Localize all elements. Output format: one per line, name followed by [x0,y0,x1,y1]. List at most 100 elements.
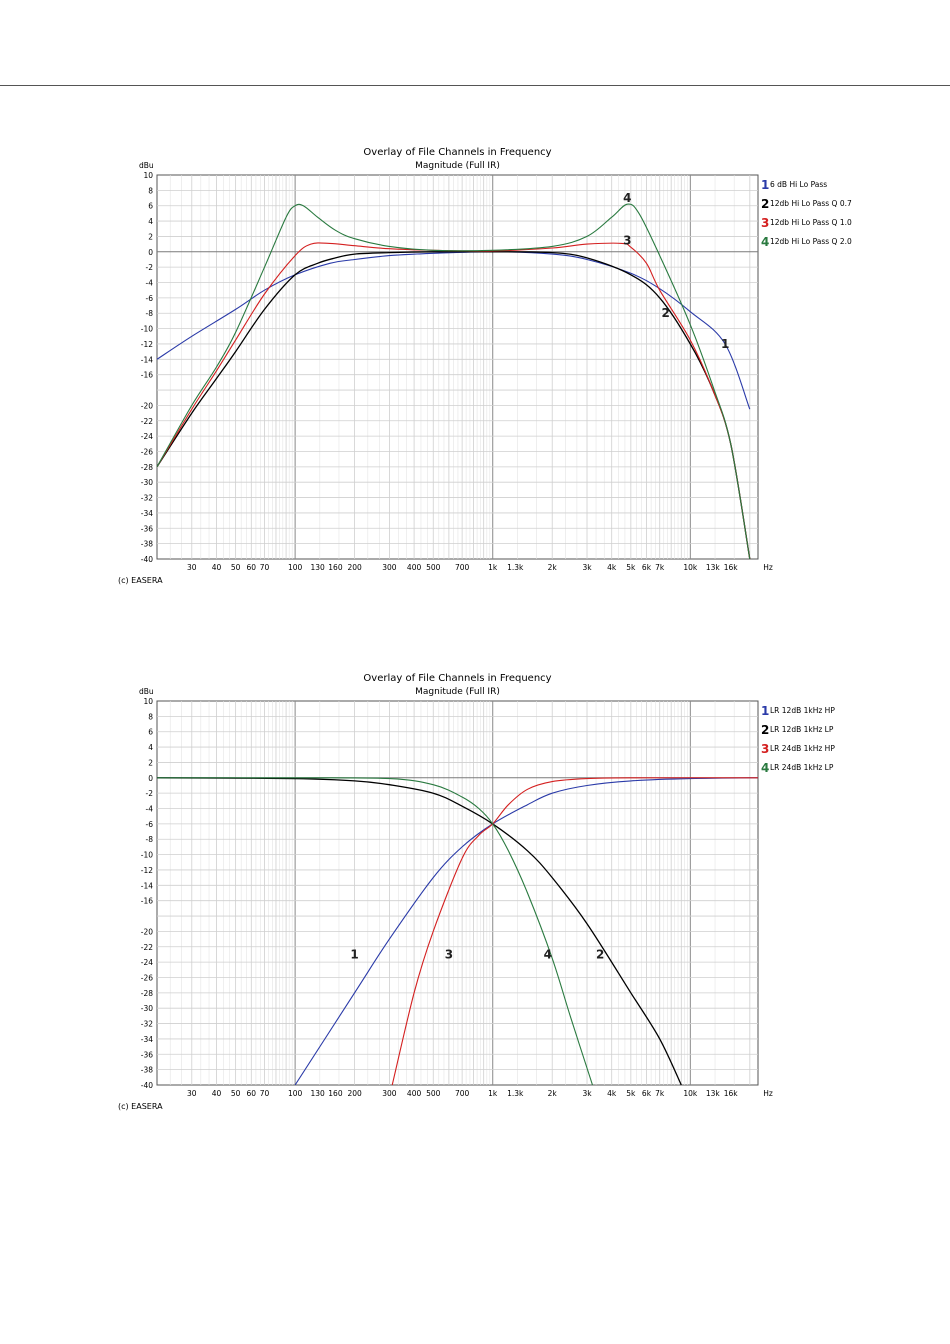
x-tick-label: 2k [548,563,558,572]
page-top-rule [0,85,950,86]
x-tick-label: 160 [328,563,343,572]
copyright-label-1: (c) EASERA [118,576,163,585]
legend: 1 LR 12dB 1kHz HP2 LR 12dB 1kHz LP3 LR 24dB… [761,704,835,775]
x-tick-label: 100 [288,1089,303,1098]
y-tick-label: -6 [146,294,154,303]
x-tick-label: 500 [426,563,441,572]
legend-number-3: 3 [761,742,769,756]
y-tick-label: -30 [141,478,153,487]
y-tick-label: 0 [148,774,153,783]
y-tick-label: 4 [148,217,153,226]
x-tick-label: 60 [247,563,257,572]
y-tick-label: -8 [146,835,154,844]
y-tick-label: -22 [141,943,153,952]
frequency-overlay-chart-2: Overlay of File Channels in Frequency Mag… [139,673,835,1098]
y-tick-label: -32 [141,1020,153,1029]
chart-title: Overlay of File Channels in Frequency [363,673,551,684]
y-tick-label: -40 [141,1081,153,1090]
y-tick-label: -26 [141,447,153,456]
x-tick-label: 700 [455,563,470,572]
y-tick-label: -32 [141,494,153,503]
series-group [157,777,758,1085]
y-tick-label: -12 [141,340,153,349]
x-tick-label: 300 [382,1089,397,1098]
y-tick-label: -10 [141,851,153,860]
x-tick-label: 40 [212,563,222,572]
x-tick-label: 13k [706,1089,721,1098]
frequency-overlay-chart-1: Overlay of File Channels in Frequency Mag… [139,147,852,572]
x-tick-label: 50 [231,563,241,572]
x-tick-label: 200 [347,563,362,572]
y-tick-label: -28 [141,989,153,998]
x-tick-label: 3k [582,1089,592,1098]
y-tick-label: -14 [141,355,153,364]
x-tick-label: 6k [642,1089,652,1098]
x-tick-label: 13k [706,563,721,572]
y-tick-label: -2 [146,263,154,272]
x-tick-label: 500 [426,1089,441,1098]
series-line-4 [157,777,594,1085]
x-tick-label: 100 [288,563,303,572]
y-tick-label: -28 [141,463,153,472]
x-tick-label: 30 [187,563,197,572]
plot-area [156,700,759,1086]
x-tick-label: 4k [607,1089,617,1098]
y-axis-label: dBu [139,161,154,170]
x-tick-label: 130 [310,1089,325,1098]
series-line-1 [157,251,751,410]
y-tick-label: -14 [141,881,153,890]
y-tick-label: -38 [141,540,153,549]
y-tick-label: -24 [141,432,153,441]
series-number-label-3: 3 [445,947,453,961]
x-tick-label: 700 [455,1089,470,1098]
grid-lines [157,701,758,1085]
y-tick-label: 2 [148,232,153,241]
y-tick-label: -2 [146,789,154,798]
x-tick-label: 7k [655,1089,665,1098]
series-line-3 [391,777,758,1085]
y-tick-label: 10 [143,697,153,706]
y-tick-label: 6 [148,728,153,737]
legend-number-4: 4 [761,761,769,775]
y-tick-label: -34 [141,509,153,518]
x-tick-label: 70 [260,563,270,572]
x-tick-label: 5k [626,563,636,572]
x-tick-label: 1k [488,1089,498,1098]
y-tick-label: -6 [146,820,154,829]
series-number-label-2: 2 [661,306,669,320]
series-number-label-2: 2 [596,947,604,961]
y-tick-label: -24 [141,958,153,967]
series-number-label-4: 4 [623,191,631,205]
y-tick-label: -36 [141,524,153,533]
x-tick-label: 160 [328,1089,343,1098]
y-tick-label: -38 [141,1066,153,1075]
x-tick-label: 2k [548,1089,558,1098]
x-tick-label: 1.3k [507,1089,524,1098]
y-tick-label: 8 [148,186,153,195]
plot-area [156,174,759,560]
y-axis-label: dBu [139,687,154,696]
legend-number-2: 2 [761,197,769,211]
series-number-label-4: 4 [544,947,552,961]
x-tick-label: 5k [626,1089,636,1098]
x-tick-label: 40 [212,1089,222,1098]
x-tick-label: 10k [683,563,698,572]
y-tick-label: -30 [141,1004,153,1013]
legend-entry-2: LR 12dB 1kHz LP [770,725,834,734]
series-number-label-1: 1 [350,947,358,961]
y-tick-label: 2 [148,758,153,767]
x-tick-label: 200 [347,1089,362,1098]
x-tick-label: 1.3k [507,563,524,572]
copyright-label-2: (c) EASERA [118,1102,163,1111]
y-tick-label: -22 [141,417,153,426]
x-tick-label: 30 [187,1089,197,1098]
series-line-2 [157,251,751,559]
y-tick-label: -16 [141,897,153,906]
legend-number-2: 2 [761,723,769,737]
legend-entry-3: 12db Hi Lo Pass Q 1.0 [770,218,852,227]
legend-entry-2: 12db Hi Lo Pass Q 0.7 [770,199,852,208]
x-axis-unit-label: Hz [763,563,773,572]
y-tick-label: -16 [141,371,153,380]
y-tick-label: -4 [146,805,154,814]
